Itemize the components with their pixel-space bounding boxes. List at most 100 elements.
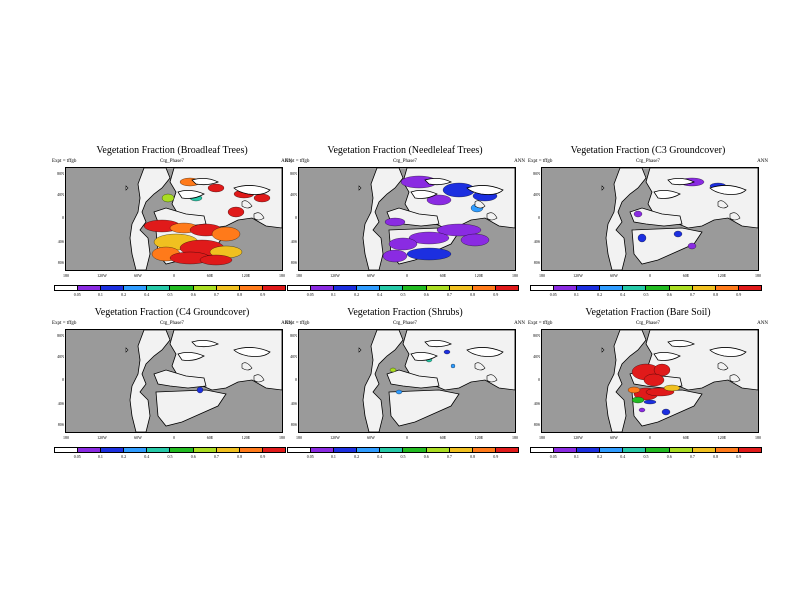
latitude-label: 80S (533, 422, 540, 427)
island (486, 374, 498, 383)
experiment-name: Ctg_Phase7 (636, 159, 660, 164)
longitude-label: 60E (206, 435, 214, 440)
colorbar-label: 0.4 (144, 292, 150, 297)
latitude-label: 40N (290, 192, 297, 197)
panel-title: Vegetation Fraction (C4 Groundcover) (94, 307, 250, 318)
land-region (605, 330, 647, 432)
colorbar-swatch (714, 286, 738, 290)
colorbar-swatch (645, 448, 669, 452)
colorbar-label: 0.6 (666, 292, 672, 297)
longitude-label: 60E (439, 435, 447, 440)
latitude-label: 0 (295, 215, 297, 220)
experiment-name: Ctg_Phase7 (160, 321, 184, 326)
colorbar (287, 447, 519, 453)
colorbar-swatch (668, 448, 692, 452)
vegetation-contour (207, 183, 225, 193)
inland-water (191, 340, 219, 348)
island (717, 200, 729, 209)
inland-water (410, 352, 438, 361)
vegetation-contour (253, 193, 271, 203)
longitude-label: 180 (512, 435, 518, 440)
island (486, 212, 498, 221)
panel-title: Vegetation Fraction (Needleleaf Trees) (327, 145, 483, 156)
vegetation-contour (627, 386, 641, 394)
vegetation-contour (443, 349, 451, 355)
colorbar-label: 0.8 (470, 292, 476, 297)
longitude-label: 180 (296, 435, 302, 440)
colorbar-label: 0.5 (167, 292, 173, 297)
longitude-label: 180 (279, 273, 285, 278)
colorbar-swatch (169, 448, 193, 452)
inland-water (424, 340, 452, 348)
map-canvas (66, 330, 282, 432)
map-canvas (66, 168, 282, 270)
inland-water (653, 190, 681, 199)
panel-title: Vegetation Fraction (Shrubs) (347, 307, 463, 318)
colorbar-swatch (55, 286, 78, 290)
longitude-label: 60W (134, 435, 142, 440)
longitude-label: 60E (206, 273, 214, 278)
vegetation-contour (643, 399, 657, 405)
latitude-label: 40S (290, 401, 297, 406)
colorbar-swatch (691, 448, 715, 452)
colorbar-swatch (215, 286, 239, 290)
colorbar-swatch (691, 286, 715, 290)
map-area (541, 329, 759, 433)
colorbar-swatch (77, 448, 101, 452)
inland-water (191, 178, 219, 186)
latitude-label: 80S (290, 260, 297, 265)
longitude-label: 0 (649, 435, 651, 440)
longitude-label: 60W (367, 435, 375, 440)
island (241, 362, 253, 371)
latitude-label: 80N (533, 333, 540, 338)
panel-title: Vegetation Fraction (Bare Soil) (585, 307, 711, 318)
inland-water (466, 185, 504, 195)
colorbar-label: 0.6 (190, 454, 196, 459)
experiment-label: Expt = tffgb (528, 159, 553, 164)
colorbar-swatch (645, 286, 669, 290)
island (125, 185, 129, 191)
colorbar-swatch (576, 448, 600, 452)
land-region (629, 207, 683, 227)
island (253, 374, 265, 383)
colorbar (530, 285, 762, 291)
colorbar-swatch (668, 286, 692, 290)
land-region (362, 168, 404, 270)
longitude-label: 60W (610, 435, 618, 440)
latitude-label: 40S (57, 239, 64, 244)
colorbar-swatch (471, 448, 495, 452)
season-label: ANN (281, 159, 292, 164)
colorbar-swatch (494, 286, 518, 290)
vegetation-contour (661, 408, 671, 416)
colorbar-swatch (425, 286, 449, 290)
colorbar (54, 285, 286, 291)
longitude-label: 120W (330, 435, 340, 440)
colorbar-swatch (356, 286, 380, 290)
colorbar-label: 0.8 (237, 292, 243, 297)
vegetation-contour (643, 373, 665, 387)
longitude-label: 60E (439, 273, 447, 278)
island (717, 362, 729, 371)
vegetation-contour (436, 223, 482, 237)
colorbar-label: 0.1 (573, 292, 579, 297)
island (358, 347, 362, 353)
colorbar-swatch (310, 448, 334, 452)
experiment-label: Expt = tffgb (528, 321, 553, 326)
colorbar-label: 0.05 (549, 292, 557, 297)
vegetation-contour (389, 367, 397, 373)
vegetation-contour (382, 249, 408, 263)
colorbar-swatch (553, 286, 577, 290)
colorbar-label: 0.6 (423, 292, 429, 297)
colorbar-swatch (215, 448, 239, 452)
colorbar-label: 0.8 (237, 454, 243, 459)
latitude-label: 80S (57, 422, 64, 427)
colorbar-label: 0.1 (330, 454, 336, 459)
colorbar-swatch (448, 448, 472, 452)
latitude-label: 80N (533, 171, 540, 176)
map-canvas (542, 168, 758, 270)
colorbar-swatch (333, 448, 357, 452)
colorbar-label: 0.2 (597, 292, 603, 297)
colorbar-swatch (494, 448, 518, 452)
colorbar-swatch (123, 286, 147, 290)
colorbar-label: 0.9 (260, 454, 266, 459)
